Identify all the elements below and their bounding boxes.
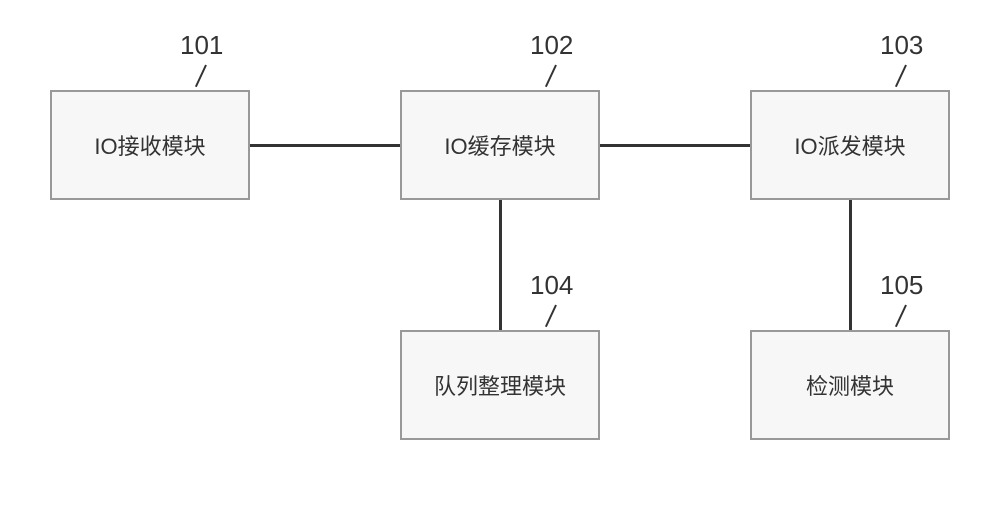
- node-n104: 队列整理模块: [400, 330, 600, 440]
- node-text: 队列整理模块: [434, 369, 566, 401]
- edge-n103-n105: [849, 200, 852, 330]
- node-tag-n104: 104: [530, 270, 573, 301]
- node-text: IO派发模块: [794, 129, 905, 161]
- edge-n101-n102: [250, 144, 400, 147]
- node-n103: IO派发模块: [750, 90, 950, 200]
- edge-n102-n103: [600, 144, 750, 147]
- node-tick-n101: [195, 65, 207, 88]
- node-tag-n102: 102: [530, 30, 573, 61]
- node-text: 检测模块: [806, 369, 894, 401]
- node-n105: 检测模块: [750, 330, 950, 440]
- node-tick-n105: [895, 305, 907, 328]
- node-tick-n102: [545, 65, 557, 88]
- edge-n102-n104: [499, 200, 502, 330]
- node-text: IO缓存模块: [444, 129, 555, 161]
- node-tick-n103: [895, 65, 907, 88]
- node-tag-n105: 105: [880, 270, 923, 301]
- node-tick-n104: [545, 305, 557, 328]
- node-text: IO接收模块: [94, 129, 205, 161]
- node-tag-n103: 103: [880, 30, 923, 61]
- node-n101: IO接收模块: [50, 90, 250, 200]
- node-tag-n101: 101: [180, 30, 223, 61]
- node-n102: IO缓存模块: [400, 90, 600, 200]
